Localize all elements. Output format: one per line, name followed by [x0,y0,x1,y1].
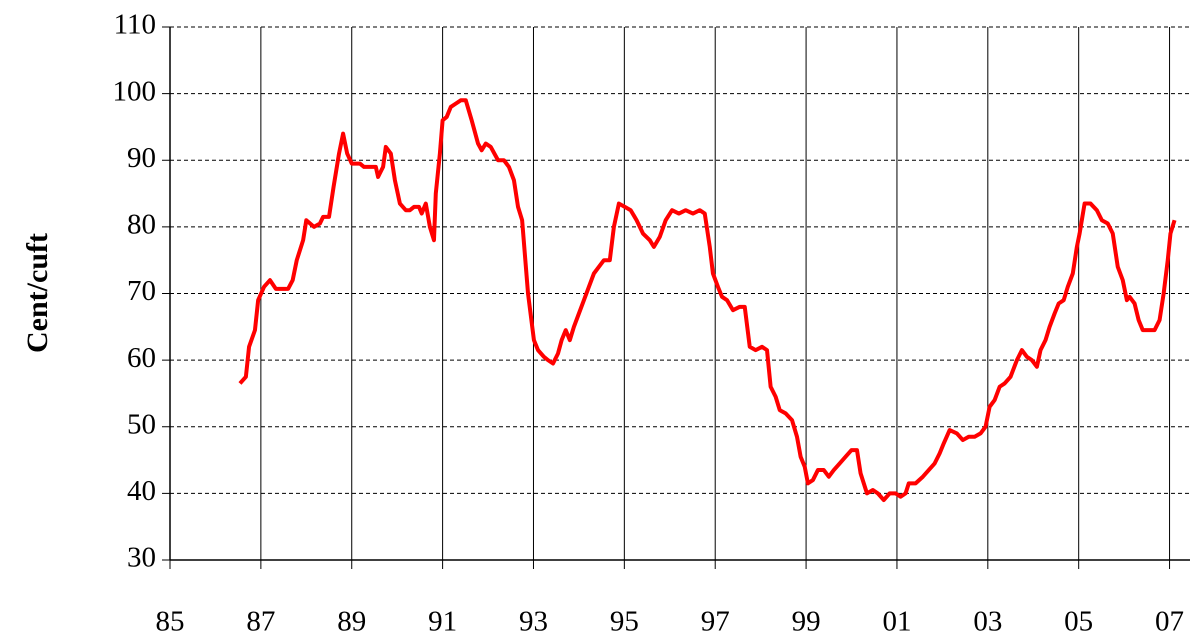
x-tick-label: 95 [610,606,639,638]
x-tick-label: 87 [246,606,275,638]
x-tick-label: 93 [519,606,548,638]
x-tick-label: 91 [428,606,457,638]
y-tick-label: 40 [127,475,156,507]
x-tick-label: 01 [882,606,911,638]
x-tick-label: 99 [792,606,821,638]
x-tick-label: 97 [701,606,730,638]
x-tick-label: 89 [337,606,366,638]
y-tick-label: 90 [127,142,156,174]
y-tick-label: 80 [127,209,156,241]
y-tick-label: 30 [127,542,156,574]
y-axis-label: Cent/cuft [21,233,54,353]
y-tick-label: 60 [127,342,156,374]
y-tick-label: 110 [114,9,156,41]
x-tick-label: 03 [973,606,1002,638]
line-series [238,98,1177,503]
x-tick-label: 85 [156,606,185,638]
y-tick-label: 50 [127,408,156,440]
x-tick-label: 05 [1064,606,1093,638]
x-tick-label: 07 [1155,606,1184,638]
y-tick-label: 100 [113,75,157,107]
y-tick-label: 70 [127,275,156,307]
